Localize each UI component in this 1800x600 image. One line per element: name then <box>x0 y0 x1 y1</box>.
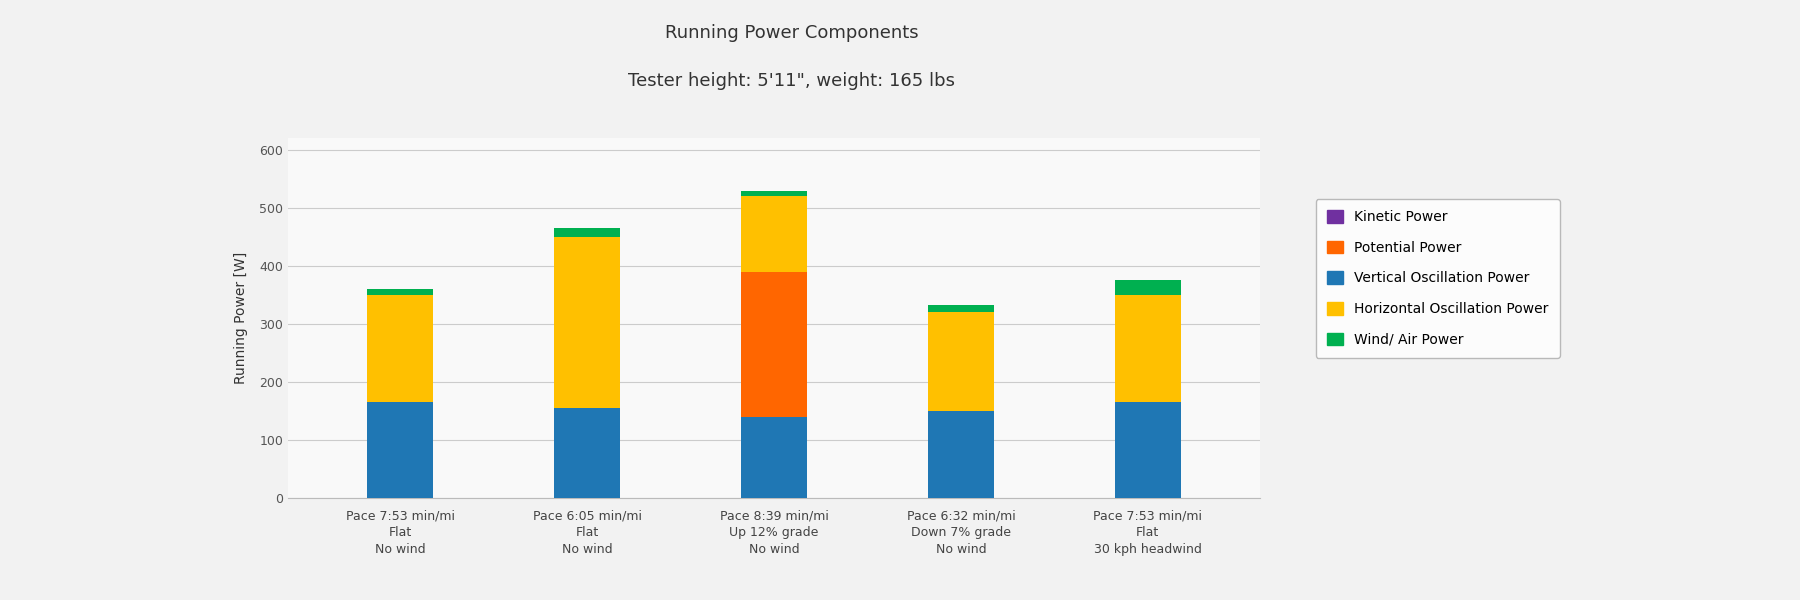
Bar <box>742 191 806 196</box>
Text: Tester height: 5'11", weight: 165 lbs: Tester height: 5'11", weight: 165 lbs <box>628 72 956 90</box>
Legend: Kinetic Power, Potential Power, Vertical Oscillation Power, Horizontal Oscillati: Kinetic Power, Potential Power, Vertical… <box>1316 199 1561 358</box>
Bar <box>929 305 994 312</box>
Bar <box>1116 402 1181 498</box>
Bar <box>742 196 806 272</box>
Bar <box>1116 295 1181 402</box>
Bar <box>929 411 994 498</box>
Bar <box>367 289 432 295</box>
Bar <box>929 312 994 411</box>
Text: Running Power Components: Running Power Components <box>666 24 918 42</box>
Bar <box>742 272 806 417</box>
Bar <box>554 228 619 237</box>
Bar <box>742 417 806 498</box>
Bar <box>1116 280 1181 295</box>
Bar <box>367 295 432 402</box>
Bar <box>367 402 432 498</box>
Bar <box>554 408 619 498</box>
Y-axis label: Running Power [W]: Running Power [W] <box>234 252 248 384</box>
Bar <box>554 237 619 408</box>
